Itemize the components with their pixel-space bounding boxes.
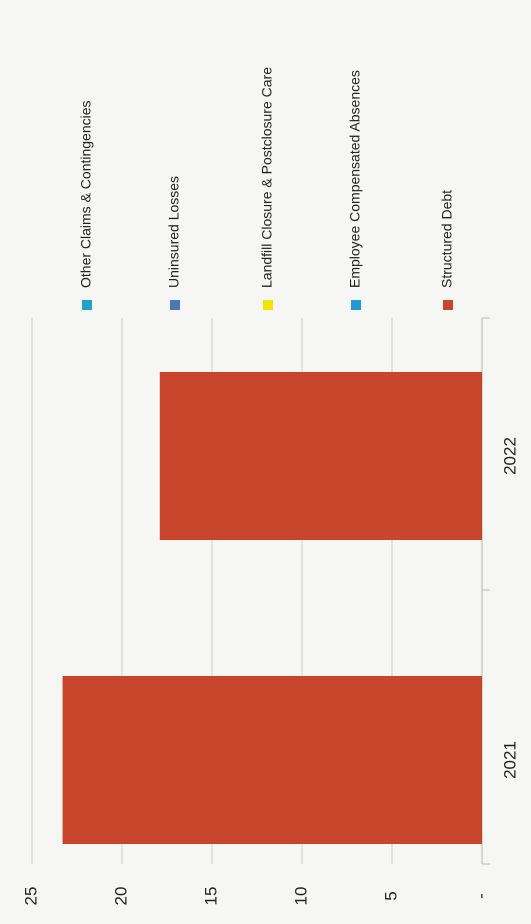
value-tick-label: 10 (291, 887, 310, 906)
legend-label: Uninsured Losses (166, 176, 182, 288)
value-tick-label: 15 (201, 887, 220, 906)
bar-2022 (159, 372, 483, 540)
value-tick-label: 5 (381, 891, 400, 900)
value-tick-label: 20 (111, 887, 130, 906)
legend-label: Structured Debt (439, 190, 455, 288)
value-axis-ticks: - 5 10 15 20 25 (21, 887, 490, 906)
legend-swatch (351, 300, 361, 310)
category-label-2021: 2021 (500, 741, 519, 779)
category-axis-labels: 2021 2022 (500, 437, 519, 779)
value-tick-label: 25 (21, 887, 40, 906)
legend: Structured Debt Employee Compensated Abse… (78, 67, 455, 310)
legend-swatch (170, 300, 180, 310)
category-label-2022: 2022 (500, 437, 519, 475)
value-tick-label: - (471, 893, 490, 899)
legend-label: Other Claims & Contingencies (78, 100, 94, 288)
legend-swatch (82, 300, 92, 310)
bars (62, 372, 483, 844)
legend-label: Employee Compensated Absences (347, 70, 363, 288)
legend-label: Landfill Closure & Postclosure Care (259, 67, 275, 288)
bar-2021 (62, 676, 482, 844)
legend-swatch (263, 300, 273, 310)
legend-swatch (443, 300, 453, 310)
